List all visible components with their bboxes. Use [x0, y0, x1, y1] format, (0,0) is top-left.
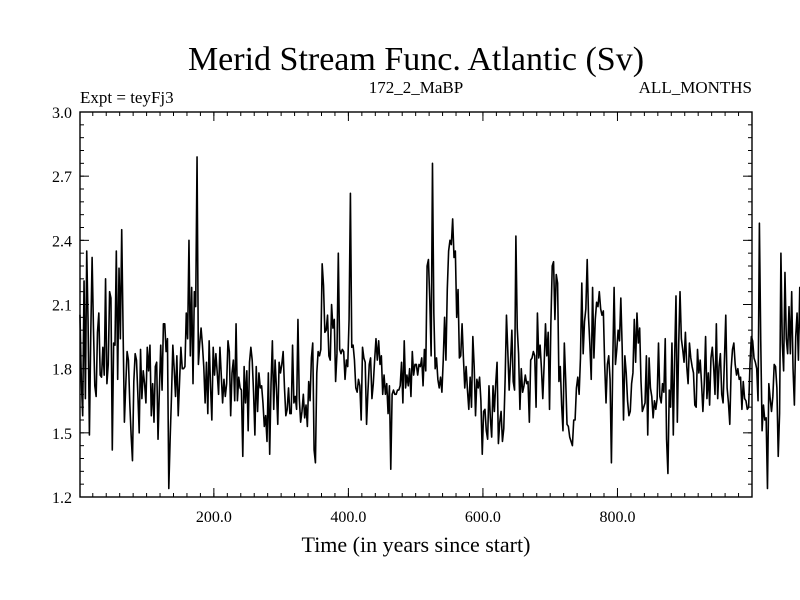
y-tick-label: 3.0	[52, 105, 72, 122]
y-tick-label: 1.2	[52, 490, 72, 507]
y-tick-label: 2.1	[52, 298, 72, 315]
period-label: 172_2_MaBP	[369, 78, 463, 97]
plot-frame	[79, 111, 753, 498]
axis-ticks	[80, 111, 752, 498]
x-tick-labels: 200.0 400.0 600.0 800.0	[196, 509, 636, 526]
y-tick-label: 1.8	[52, 362, 72, 379]
x-tick-label: 400.0	[330, 509, 366, 526]
y-tick-label: 2.7	[52, 169, 72, 186]
months-label: ALL_MONTHS	[639, 78, 752, 97]
chart-title: Merid Stream Func. Atlantic (Sv)	[188, 41, 644, 78]
y-tick-label: 1.5	[52, 426, 72, 443]
x-tick-label: 600.0	[465, 509, 501, 526]
y-tick-labels: 1.2 1.5 1.8 2.1 2.4 2.7 3.0	[52, 105, 72, 507]
x-tick-label: 800.0	[599, 509, 635, 526]
experiment-label: Expt = teyFj3	[80, 88, 174, 107]
x-tick-label: 200.0	[196, 509, 232, 526]
y-tick-label: 2.4	[52, 233, 72, 250]
series-line	[79, 156, 800, 490]
x-axis-label: Time (in years since start)	[302, 532, 531, 557]
